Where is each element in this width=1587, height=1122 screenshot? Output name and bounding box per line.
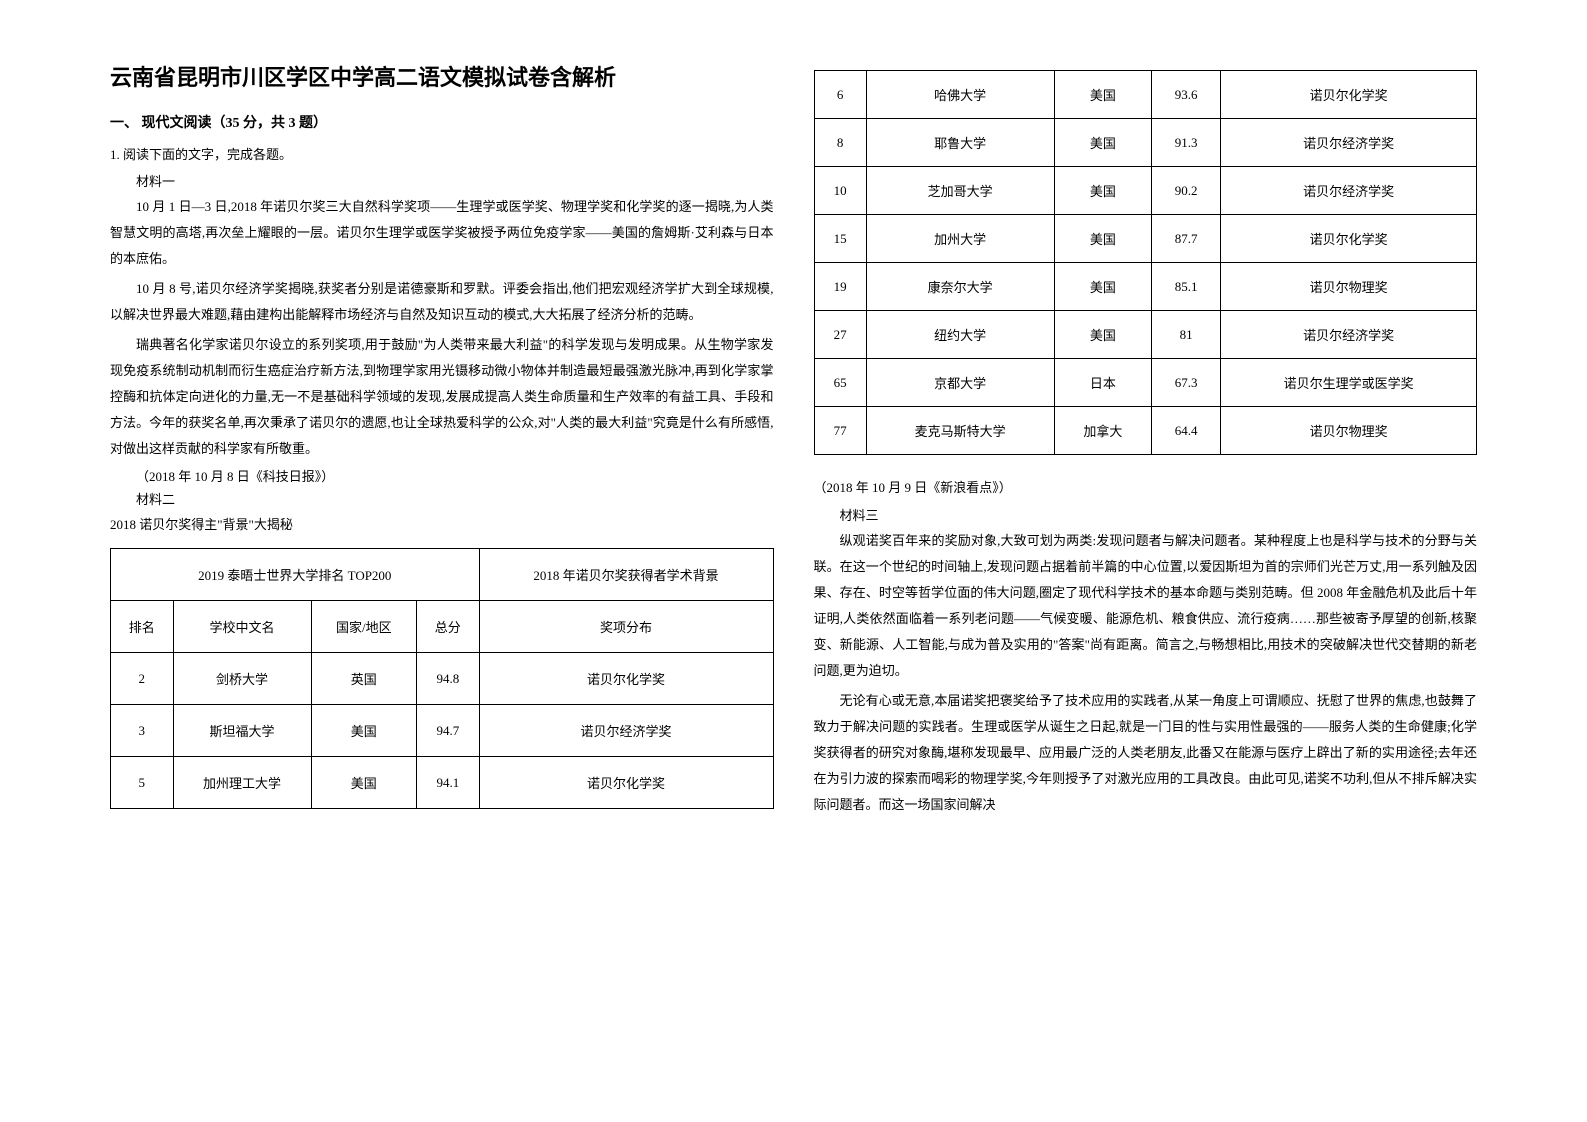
cell: 芝加哥大学 xyxy=(866,167,1054,215)
cell: 诺贝尔经济学奖 xyxy=(1221,167,1477,215)
cell: 康奈尔大学 xyxy=(866,263,1054,311)
material3-p2: 无论有心或无意,本届诺奖把褒奖给予了技术应用的实践者,从某一角度上可谓顺应、抚慰… xyxy=(814,688,1478,818)
cell: 87.7 xyxy=(1152,215,1221,263)
table-row: 77 麦克马斯特大学 加拿大 64.4 诺贝尔物理奖 xyxy=(814,407,1477,455)
cell: 加州理工大学 xyxy=(173,757,311,809)
header-left: 2019 泰晤士世界大学排名 TOP200 xyxy=(111,549,480,601)
section-header: 一、 现代文阅读（35 分，共 3 题） xyxy=(110,112,774,132)
cell: 纽约大学 xyxy=(866,311,1054,359)
cell: 2 xyxy=(111,653,174,705)
cell: 美国 xyxy=(1054,167,1151,215)
cell: 诺贝尔物理奖 xyxy=(1221,263,1477,311)
cell: 19 xyxy=(814,263,866,311)
page-title: 云南省昆明市川区学区中学高二语文模拟试卷含解析 xyxy=(110,60,774,92)
table-row: 6 哈佛大学 美国 93.6 诺贝尔化学奖 xyxy=(814,71,1477,119)
cell: 英国 xyxy=(311,653,417,705)
cell: 京都大学 xyxy=(866,359,1054,407)
cell: 27 xyxy=(814,311,866,359)
cell: 美国 xyxy=(1054,215,1151,263)
cell: 90.2 xyxy=(1152,167,1221,215)
cell: 诺贝尔经济学奖 xyxy=(1221,119,1477,167)
cell: 美国 xyxy=(1054,263,1151,311)
material2-title: 2018 诺贝尔奖得主"背景"大揭秘 xyxy=(110,512,774,538)
cell: 斯坦福大学 xyxy=(173,705,311,757)
table-row: 5 加州理工大学 美国 94.1 诺贝尔化学奖 xyxy=(111,757,774,809)
cell: 美国 xyxy=(1054,119,1151,167)
material1-p1: 10 月 1 日—3 日,2018 年诺贝尔奖三大自然科学奖项——生理学或医学奖… xyxy=(110,194,774,272)
col-rank: 排名 xyxy=(111,601,174,653)
cell: 10 xyxy=(814,167,866,215)
table-row: 10 芝加哥大学 美国 90.2 诺贝尔经济学奖 xyxy=(814,167,1477,215)
cell: 65 xyxy=(814,359,866,407)
cell: 剑桥大学 xyxy=(173,653,311,705)
material1-label: 材料一 xyxy=(110,171,774,190)
cell: 93.6 xyxy=(1152,71,1221,119)
material3-label: 材料三 xyxy=(814,505,1478,524)
material2-label: 材料二 xyxy=(110,489,774,508)
question-number: 1. 阅读下面的文字，完成各题。 xyxy=(110,144,774,163)
cell: 诺贝尔物理奖 xyxy=(1221,407,1477,455)
cell: 85.1 xyxy=(1152,263,1221,311)
cell: 美国 xyxy=(1054,311,1151,359)
table-subheader-row: 排名 学校中文名 国家/地区 总分 奖项分布 xyxy=(111,601,774,653)
col-school: 学校中文名 xyxy=(173,601,311,653)
cell: 哈佛大学 xyxy=(866,71,1054,119)
cell: 5 xyxy=(111,757,174,809)
material3-p1: 纵观诺奖百年来的奖励对象,大致可划为两类:发现问题者与解决问题者。某种程度上也是… xyxy=(814,528,1478,684)
cell: 耶鲁大学 xyxy=(866,119,1054,167)
cell: 美国 xyxy=(311,757,417,809)
cell: 94.8 xyxy=(417,653,480,705)
table-row: 65 京都大学 日本 67.3 诺贝尔生理学或医学奖 xyxy=(814,359,1477,407)
material1-source: （2018 年 10 月 8 日《科技日报》） xyxy=(110,466,774,485)
cell: 日本 xyxy=(1054,359,1151,407)
cell: 加拿大 xyxy=(1054,407,1151,455)
cell: 94.7 xyxy=(417,705,480,757)
cell: 67.3 xyxy=(1152,359,1221,407)
ranking-table-part2: 6 哈佛大学 美国 93.6 诺贝尔化学奖 8 耶鲁大学 美国 91.3 诺贝尔… xyxy=(814,70,1478,455)
cell: 诺贝尔化学奖 xyxy=(479,757,773,809)
table-row: 2 剑桥大学 英国 94.8 诺贝尔化学奖 xyxy=(111,653,774,705)
cell: 加州大学 xyxy=(866,215,1054,263)
cell: 15 xyxy=(814,215,866,263)
material2-source: （2018 年 10 月 9 日《新浪看点》） xyxy=(814,475,1478,501)
cell: 诺贝尔经济学奖 xyxy=(479,705,773,757)
right-column: 6 哈佛大学 美国 93.6 诺贝尔化学奖 8 耶鲁大学 美国 91.3 诺贝尔… xyxy=(794,60,1498,1062)
cell: 诺贝尔化学奖 xyxy=(1221,71,1477,119)
cell: 诺贝尔生理学或医学奖 xyxy=(1221,359,1477,407)
table-row: 3 斯坦福大学 美国 94.7 诺贝尔经济学奖 xyxy=(111,705,774,757)
table-header-row: 2019 泰晤士世界大学排名 TOP200 2018 年诺贝尔奖获得者学术背景 xyxy=(111,549,774,601)
table-row: 19 康奈尔大学 美国 85.1 诺贝尔物理奖 xyxy=(814,263,1477,311)
cell: 81 xyxy=(1152,311,1221,359)
col-score: 总分 xyxy=(417,601,480,653)
cell: 8 xyxy=(814,119,866,167)
left-column: 云南省昆明市川区学区中学高二语文模拟试卷含解析 一、 现代文阅读（35 分，共 … xyxy=(90,60,794,1062)
cell: 3 xyxy=(111,705,174,757)
material1-p3: 瑞典著名化学家诺贝尔设立的系列奖项,用于鼓励"为人类带来最大利益"的科学发现与发… xyxy=(110,332,774,462)
cell: 美国 xyxy=(1054,71,1151,119)
cell: 美国 xyxy=(311,705,417,757)
col-award: 奖项分布 xyxy=(479,601,773,653)
cell: 麦克马斯特大学 xyxy=(866,407,1054,455)
cell: 64.4 xyxy=(1152,407,1221,455)
cell: 94.1 xyxy=(417,757,480,809)
table-row: 8 耶鲁大学 美国 91.3 诺贝尔经济学奖 xyxy=(814,119,1477,167)
cell: 91.3 xyxy=(1152,119,1221,167)
table-row: 15 加州大学 美国 87.7 诺贝尔化学奖 xyxy=(814,215,1477,263)
cell: 诺贝尔经济学奖 xyxy=(1221,311,1477,359)
table-row: 27 纽约大学 美国 81 诺贝尔经济学奖 xyxy=(814,311,1477,359)
col-country: 国家/地区 xyxy=(311,601,417,653)
ranking-table-part1: 2019 泰晤士世界大学排名 TOP200 2018 年诺贝尔奖获得者学术背景 … xyxy=(110,548,774,809)
cell: 77 xyxy=(814,407,866,455)
cell: 诺贝尔化学奖 xyxy=(479,653,773,705)
material1-p2: 10 月 8 号,诺贝尔经济学奖揭晓,获奖者分别是诺德豪斯和罗默。评委会指出,他… xyxy=(110,276,774,328)
cell: 6 xyxy=(814,71,866,119)
cell: 诺贝尔化学奖 xyxy=(1221,215,1477,263)
header-right: 2018 年诺贝尔奖获得者学术背景 xyxy=(479,549,773,601)
